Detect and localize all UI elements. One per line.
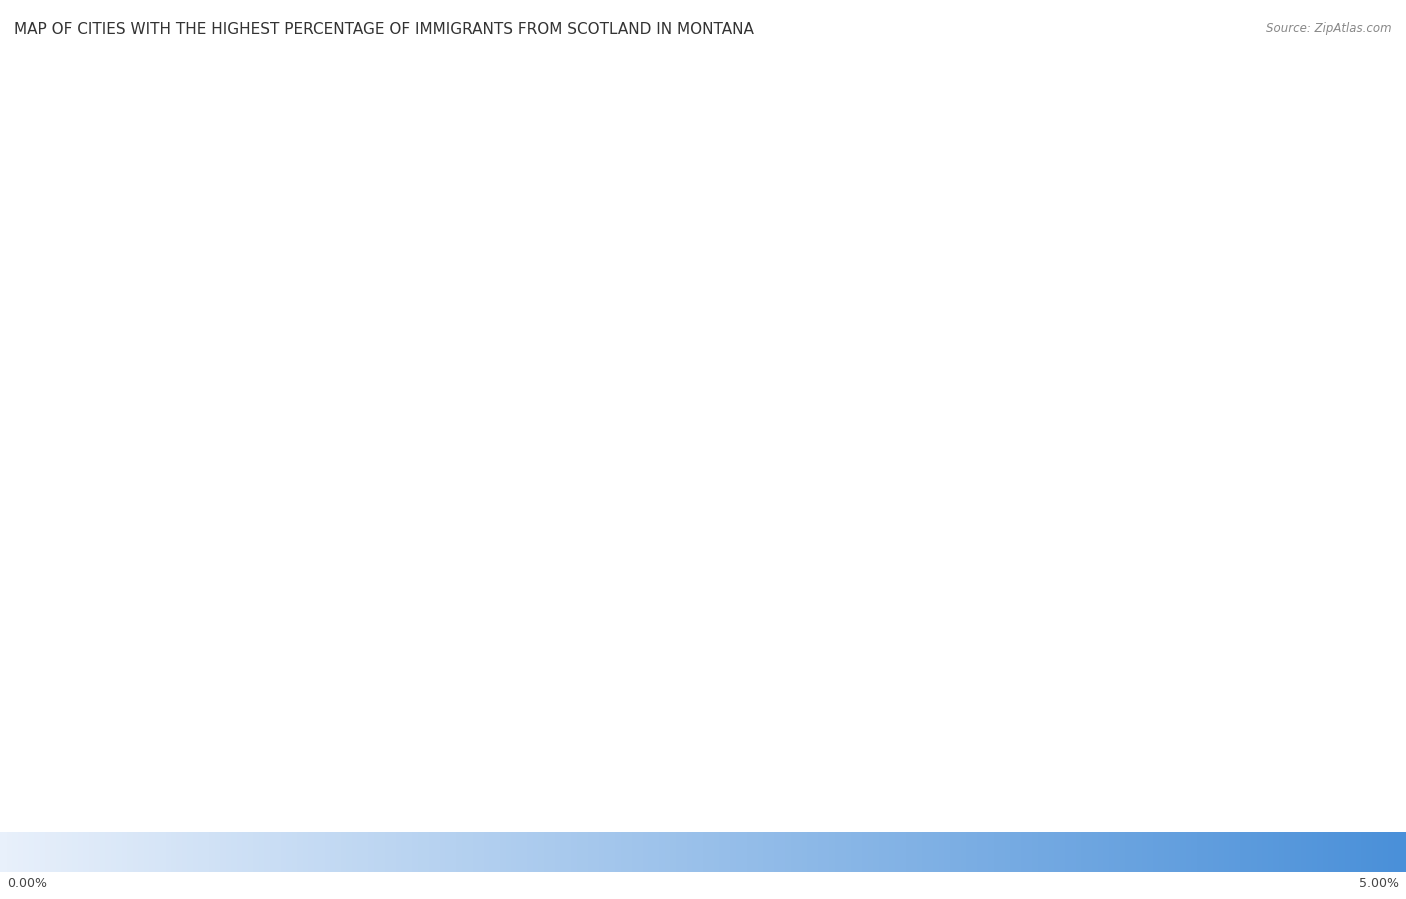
Text: MAP OF CITIES WITH THE HIGHEST PERCENTAGE OF IMMIGRANTS FROM SCOTLAND IN MONTANA: MAP OF CITIES WITH THE HIGHEST PERCENTAG… (14, 22, 754, 38)
Text: 5.00%: 5.00% (1360, 877, 1399, 889)
Text: 0.00%: 0.00% (7, 877, 46, 889)
Text: Source: ZipAtlas.com: Source: ZipAtlas.com (1267, 22, 1392, 35)
